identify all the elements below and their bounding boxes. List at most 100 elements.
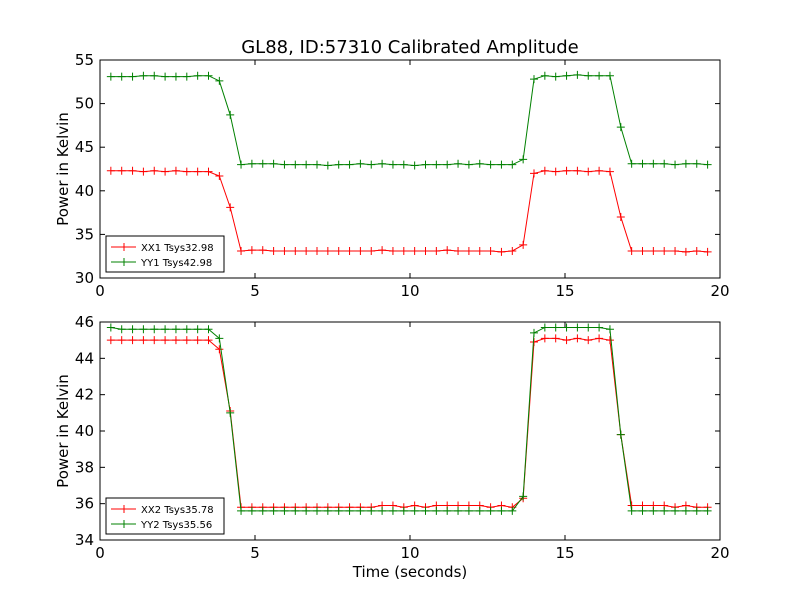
data-point-yy2 [150,325,159,334]
data-point-yy1 [378,159,387,168]
y-tick-label: 45 [75,138,94,156]
data-point-yy2 [182,325,191,334]
data-point-yy2 [367,506,376,515]
data-point-yy1 [204,71,213,80]
data-point-xx1 [334,246,343,255]
data-point-yy2 [269,506,278,515]
data-point-yy2 [486,506,495,515]
data-point-xx1 [595,166,604,175]
legend-box [105,235,225,273]
data-point-xx1 [703,247,712,256]
data-point-xx2 [128,336,137,345]
y-tick-label: 50 [75,95,94,113]
legend-label: XX2 Tsys35.78 [141,505,214,516]
data-point-yy1 [671,160,680,169]
data-point-xx1 [410,246,419,255]
data-point-xx1 [247,246,256,255]
data-point-xx1 [497,247,506,256]
data-point-xx1 [475,246,484,255]
data-point-xx1 [291,246,300,255]
y-axis-label: Power in Kelvin [54,374,72,488]
data-point-yy1 [150,71,159,80]
data-point-yy1 [421,160,430,169]
x-tick-label: 5 [250,282,260,300]
data-point-xx2 [161,336,170,345]
data-point-yy1 [410,161,419,170]
data-point-yy1 [226,110,235,119]
data-point-xx1 [692,246,701,255]
data-point-yy1 [388,160,397,169]
x-tick-label: 5 [250,544,260,562]
data-point-xx1 [226,203,235,212]
y-tick-label: 40 [75,182,94,200]
data-point-xx1 [573,166,582,175]
data-point-xx2 [171,336,180,345]
data-point-yy2 [193,325,202,334]
data-point-xx1 [378,246,387,255]
data-point-xx1 [280,246,289,255]
data-point-yy1 [616,123,625,132]
data-point-yy2 [703,506,712,515]
data-point-yy1 [627,159,636,168]
data-point-xx1 [128,166,137,175]
data-point-xx1 [161,167,170,176]
data-point-xx1 [454,246,463,255]
data-point-yy2 [313,506,321,515]
data-point-yy1 [323,161,332,170]
data-point-yy2 [226,408,235,417]
data-point-yy2 [573,323,582,332]
data-point-yy1 [139,71,148,80]
data-point-yy2 [638,506,647,515]
data-point-yy2 [551,323,560,332]
data-point-yy2 [421,506,430,515]
data-point-yy1 [551,72,560,81]
data-point-yy1 [182,72,191,81]
data-point-xx2 [117,336,126,345]
legend-marker [120,258,128,266]
data-point-xx1 [399,246,408,255]
y-tick-label: 30 [75,269,94,287]
data-point-yy1 [258,159,267,168]
data-point-xx1 [237,246,246,255]
data-point-yy2 [497,506,506,515]
series-line-yy1 [110,74,708,167]
data-point-yy2 [388,506,397,515]
data-point-yy1 [345,160,354,169]
y-tick-label: 55 [75,51,94,69]
data-point-xx1 [388,246,397,255]
data-point-xx2 [215,345,224,354]
data-point-xx1 [171,166,180,175]
data-point-yy2 [302,506,311,515]
legend: XX2 Tsys35.78 YY2 Tsys35.56 [105,497,225,535]
data-point-xx1 [551,167,560,176]
data-point-yy1 [117,72,126,81]
legend-marker [120,520,128,528]
top-plot-xx1-yy1: 0 5 10 15 20 30 35 40 45 50 55 Power in Kelvin XX1 T… [54,51,730,300]
legend-box [105,497,225,535]
x-tick-label: 20 [710,282,729,300]
data-point-xx1 [117,166,126,175]
x-axis-label: Time (seconds) [352,563,468,581]
data-point-yy1 [432,160,441,169]
series-line-xx2 [110,337,708,508]
data-point-yy2 [660,506,669,515]
data-point-yy2 [106,323,115,332]
data-point-yy1 [215,76,224,85]
y-tick-label: 46 [75,313,94,331]
data-point-xx1 [432,246,441,255]
data-point-xx2 [182,336,191,345]
data-point-yy1 [475,159,484,168]
legend-marker [120,505,128,513]
data-point-xx1 [421,246,430,255]
data-point-yy1 [280,160,289,169]
x-tick-label: 10 [400,544,419,562]
data-point-yy1 [562,71,571,80]
data-point-yy2 [530,328,538,337]
data-point-yy1 [356,159,365,168]
data-point-yy2 [519,492,528,501]
data-point-xx1 [106,166,115,175]
data-point-xx1 [367,246,376,255]
data-point-xx1 [649,246,658,255]
data-point-yy1 [237,160,246,169]
